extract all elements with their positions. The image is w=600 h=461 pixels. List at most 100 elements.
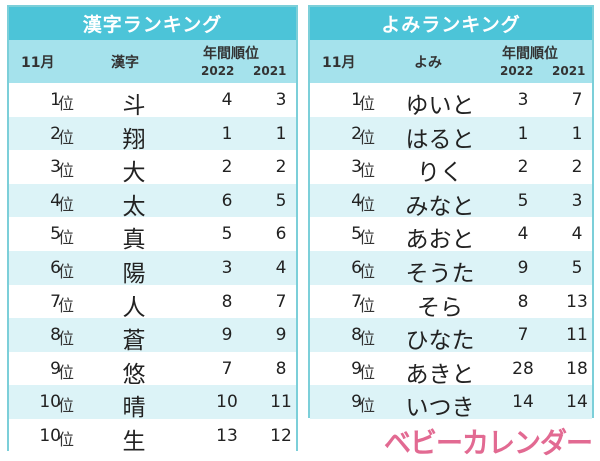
header-item: 漢字 [111,55,139,71]
kanji: 太 [122,193,146,220]
rank-2022: 2 [517,157,529,178]
rank: 8 [351,325,362,346]
rank-2021: 3 [275,90,287,110]
rank-2021: 3 [571,190,583,211]
table-title: よみランキング [310,7,592,40]
rank: 10 [39,425,61,446]
rank: 10 [39,392,61,413]
rank-suffix: 位 [359,362,376,382]
header-year-2021: 2021 [253,64,287,78]
rank-2022: 4 [517,224,529,245]
rank-2021: 14 [566,392,588,413]
reading: そうた [405,260,475,287]
rank: 8 [50,325,61,346]
rank-suffix: 位 [58,396,75,416]
rank-2021: 18 [566,358,588,379]
rank-2022: 2 [221,157,233,178]
reading: ゆいと [405,93,475,119]
kanji: 人 [122,294,146,321]
table-row: 7 位 そら 8 13 [310,284,592,321]
table-row: 9 位 いつき 14 14 [310,385,592,422]
rank-suffix: 位 [359,161,376,181]
rank-suffix: 位 [359,295,376,315]
reading: いつき [405,395,475,422]
rank: 1 [351,90,362,110]
rank-suffix: 位 [359,194,376,214]
rank: 9 [351,358,362,379]
rank-suffix: 位 [359,127,376,147]
rank-2021: 2 [571,157,583,178]
table-row: 2 位 はると 1 1 [310,116,592,153]
kanji: 真 [122,227,146,254]
rank-2022: 9 [221,325,233,346]
rank: 7 [50,291,61,312]
header-annual-rank: 年間順位 [203,46,259,62]
rank-2022: 3 [221,257,233,278]
header-month: 11月 [21,55,55,71]
kanji: 悠 [122,361,146,388]
rank-2021: 1 [275,123,287,144]
rank: 3 [50,157,61,178]
rank: 6 [50,257,61,278]
kanji: 翔 [122,126,146,153]
rank-2021: 11 [566,325,588,346]
reading: みなと [405,193,475,220]
header-month: 11月 [322,55,356,71]
reading: ひなた [405,328,475,355]
table-row: 5 位 あおと 4 4 [310,217,592,253]
header-annual-rank: 年間順位 [502,46,558,62]
rank-2022: 1 [517,123,529,144]
kanji: 大 [122,160,146,187]
rank-suffix: 位 [58,362,75,382]
rank: 9 [351,392,362,413]
rank: 3 [351,157,362,178]
rank-suffix: 位 [58,429,75,449]
rank: 2 [50,123,61,144]
table-row: 4 位 みなと 5 3 [310,183,592,220]
rank-suffix: 位 [359,228,376,248]
rank-suffix: 位 [58,194,75,214]
rank-2021: 8 [275,358,287,379]
rank-2021: 6 [275,224,287,245]
rank-2021: 9 [275,325,287,346]
rank: 4 [351,190,362,211]
rank: 2 [351,123,362,144]
kanji: 蒼 [122,328,146,355]
table-row: 1 位 ゆいと 3 7 [310,83,592,119]
rank-suffix: 位 [58,94,75,113]
kanji: 晴 [122,395,146,422]
rank: 1 [50,90,61,110]
table-row: 9 位 あきと 28 18 [310,351,592,388]
kanji: 陽 [122,260,146,287]
rank-2022: 1 [221,123,233,144]
rank-2022: 9 [517,257,529,278]
table-row: 10 位晴 10 11 [9,385,296,422]
kanji: 生 [122,428,146,455]
reading: あきと [405,361,475,388]
kanji: 斗 [122,93,146,119]
rank-2022: 14 [512,392,534,413]
rank-2022: 7 [517,325,529,346]
table-title: 漢字ランキング [9,7,296,40]
rank-suffix: 位 [58,228,75,248]
rank-suffix: 位 [58,295,75,315]
rank-2021: 5 [275,190,287,211]
rank-2021: 4 [275,257,287,278]
rank: 5 [50,224,61,245]
table-row: 8 位 ひなた 7 11 [310,318,592,355]
rank-2022: 5 [517,190,529,211]
table-row: 10 位 生 13 12 [9,418,296,455]
table-body: 1 位ゆいと 3 7 2 位はると 1 1 3 位りく 2 2 4 位みなと 5 3 5 位あおと 4 4 6… [310,83,592,422]
table-header: 11月 漢字 年間順位 2022 2021 [9,40,296,83]
rank-suffix: 位 [58,261,75,281]
rank-2021: 7 [275,291,287,312]
